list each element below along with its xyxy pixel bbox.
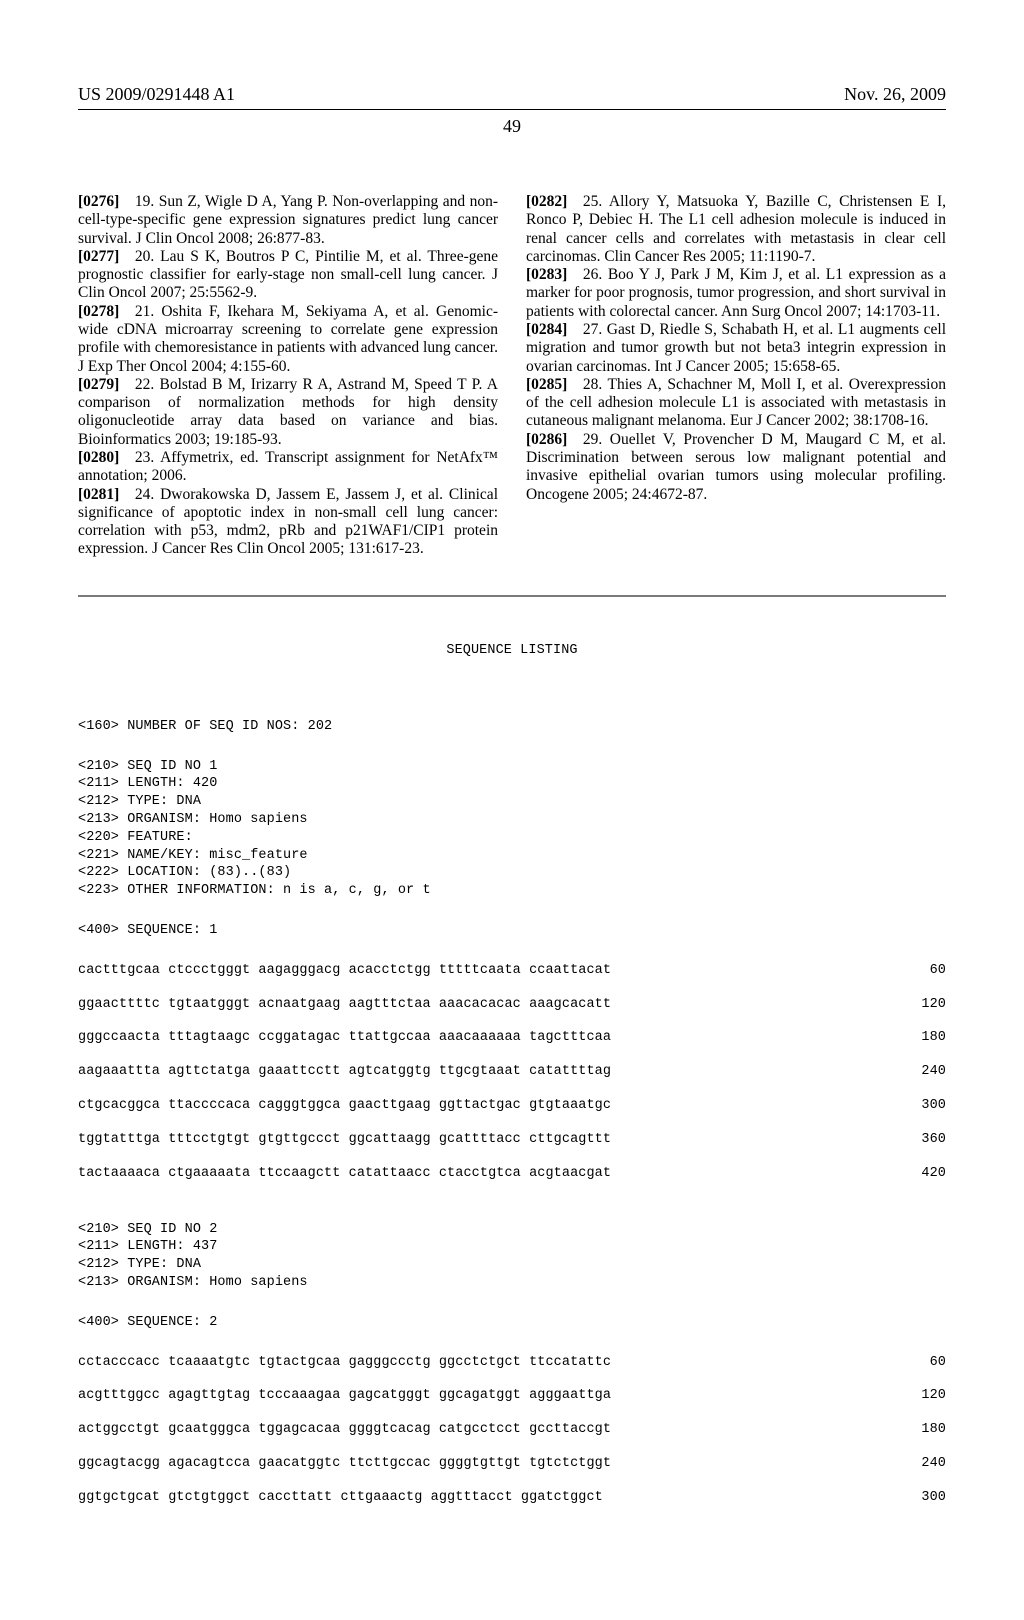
reference-number: [0283] [526,266,567,283]
reference-number: [0281] [78,486,119,503]
seq-rows: cactttgcaa ctccctgggt aagagggacg acacctc… [78,962,946,1199]
seq-sequence-label: <400> SEQUENCE: 1 [78,922,946,940]
patent-number: US 2009/0291448 A1 [78,84,235,105]
seq-row: ggaacttttc tgtaatgggt acnaatgaag aagtttc… [78,996,946,1014]
reference-number: [0279] [78,376,119,393]
seq-position: 300 [906,1489,946,1507]
right-column: [0282] 25. Allory Y, Matsuoka Y, Bazille… [526,193,946,559]
reference-number: [0285] [526,376,567,393]
seq-sequence-text: ctgcacggca ttaccccaca cagggtggca gaacttg… [78,1097,611,1115]
seq-sequence-text: tggtatttga tttcctgtgt gtgttgccct ggcatta… [78,1131,611,1149]
seq-row: cctacccacc tcaaaatgtc tgtactgcaa gagggcc… [78,1354,946,1372]
seq-row: tggtatttga tttcctgtgt gtgttgccct ggcatta… [78,1131,946,1149]
seq-row: tactaaaaca ctgaaaaata ttccaagctt catatta… [78,1165,946,1183]
page-number: 49 [78,116,946,137]
seq-row: gggccaacta tttagtaagc ccggatagac ttattgc… [78,1029,946,1047]
reference-entry: [0281] 24. Dworakowska D, Jassem E, Jass… [78,486,498,559]
reference-entry: [0278] 21. Oshita F, Ikehara M, Sekiyama… [78,303,498,376]
sequence-listing-title: SEQUENCE LISTING [78,642,946,660]
seq-row: ggtgctgcat gtctgtggct caccttatt cttgaaac… [78,1489,946,1507]
seq-row: ggcagtacgg agacagtcca gaacatggtc ttcttgc… [78,1455,946,1473]
seq-row: acgtttggcc agagttgtag tcccaaagaa gagcatg… [78,1387,946,1405]
seq-sequence-text: cctacccacc tcaaaatgtc tgtactgcaa gagggcc… [78,1354,611,1372]
reference-entry: [0276] 19. Sun Z, Wigle D A, Yang P. Non… [78,193,498,248]
seq-row: ctgcacggca ttaccccaca cagggtggca gaacttg… [78,1097,946,1115]
seq-position: 240 [906,1063,946,1081]
reference-number: [0280] [78,449,119,466]
seq-num-ids: <160> NUMBER OF SEQ ID NOS: 202 [78,718,946,736]
seq-position: 360 [906,1131,946,1149]
seq-sequence-text: acgtttggcc agagttgtag tcccaaagaa gagcatg… [78,1387,611,1405]
reference-entry: [0283] 26. Boo Y J, Park J M, Kim J, et … [526,266,946,321]
seq-position: 60 [906,1354,946,1372]
reference-entry: [0277] 20. Lau S K, Boutros P C, Pintili… [78,248,498,303]
reference-number: [0282] [526,193,567,210]
seq-position: 180 [906,1029,946,1047]
reference-number: [0276] [78,193,119,210]
reference-number: [0278] [78,303,119,320]
seq-position: 300 [906,1097,946,1115]
seq-position: 180 [906,1421,946,1439]
reference-entry: [0280] 23. Affymetrix, ed. Transcript as… [78,449,498,486]
seq-sequence-text: cactttgcaa ctccctgggt aagagggacg acacctc… [78,962,611,980]
reference-number: [0284] [526,321,567,338]
document-header: US 2009/0291448 A1 Nov. 26, 2009 [78,84,946,110]
seq-rows: cctacccacc tcaaaatgtc tgtactgcaa gagggcc… [78,1354,946,1523]
reference-number: [0286] [526,431,567,448]
seq-position: 240 [906,1455,946,1473]
seq-sequence-text: gggccaacta tttagtaagc ccggatagac ttattgc… [78,1029,611,1047]
reference-entry: [0285] 28. Thies A, Schachner M, Moll I,… [526,376,946,431]
seq-sequence-text: ggtgctgcat gtctgtggct caccttatt cttgaaac… [78,1489,603,1507]
seq-sequence-text: ggaacttttc tgtaatgggt acnaatgaag aagtttc… [78,996,611,1014]
seq-position: 60 [906,962,946,980]
sequence-listing: SEQUENCE LISTING <160> NUMBER OF SEQ ID … [78,595,946,1581]
seq-row: aagaaattta agttctatga gaaattcctt agtcatg… [78,1063,946,1081]
reference-columns: [0276] 19. Sun Z, Wigle D A, Yang P. Non… [78,193,946,559]
reference-number: [0277] [78,248,119,265]
seq-position: 120 [906,1387,946,1405]
seq-sequence-label: <400> SEQUENCE: 2 [78,1314,946,1332]
reference-entry: [0279] 22. Bolstad B M, Irizarry R A, As… [78,376,498,449]
left-column: [0276] 19. Sun Z, Wigle D A, Yang P. Non… [78,193,498,559]
seq-meta-block: <210> SEQ ID NO 1 <211> LENGTH: 420 <212… [78,758,946,901]
seq-sequence-text: actggcctgt gcaatgggca tggagcacaa ggggtca… [78,1421,611,1439]
reference-entry: [0284] 27. Gast D, Riedle S, Schabath H,… [526,321,946,376]
seq-meta-block: <210> SEQ ID NO 2 <211> LENGTH: 437 <212… [78,1221,946,1292]
seq-position: 120 [906,996,946,1014]
seq-position: 420 [906,1165,946,1183]
seq-sequence-text: ggcagtacgg agacagtcca gaacatggtc ttcttgc… [78,1455,611,1473]
reference-entry: [0286] 29. Ouellet V, Provencher D M, Ma… [526,431,946,504]
publication-date: Nov. 26, 2009 [844,84,946,105]
seq-sequence-text: tactaaaaca ctgaaaaata ttccaagctt catatta… [78,1165,611,1183]
seq-row: actggcctgt gcaatgggca tggagcacaa ggggtca… [78,1421,946,1439]
seq-row: cactttgcaa ctccctgggt aagagggacg acacctc… [78,962,946,980]
reference-entry: [0282] 25. Allory Y, Matsuoka Y, Bazille… [526,193,946,266]
seq-sequence-text: aagaaattta agttctatga gaaattcctt agtcatg… [78,1063,611,1081]
